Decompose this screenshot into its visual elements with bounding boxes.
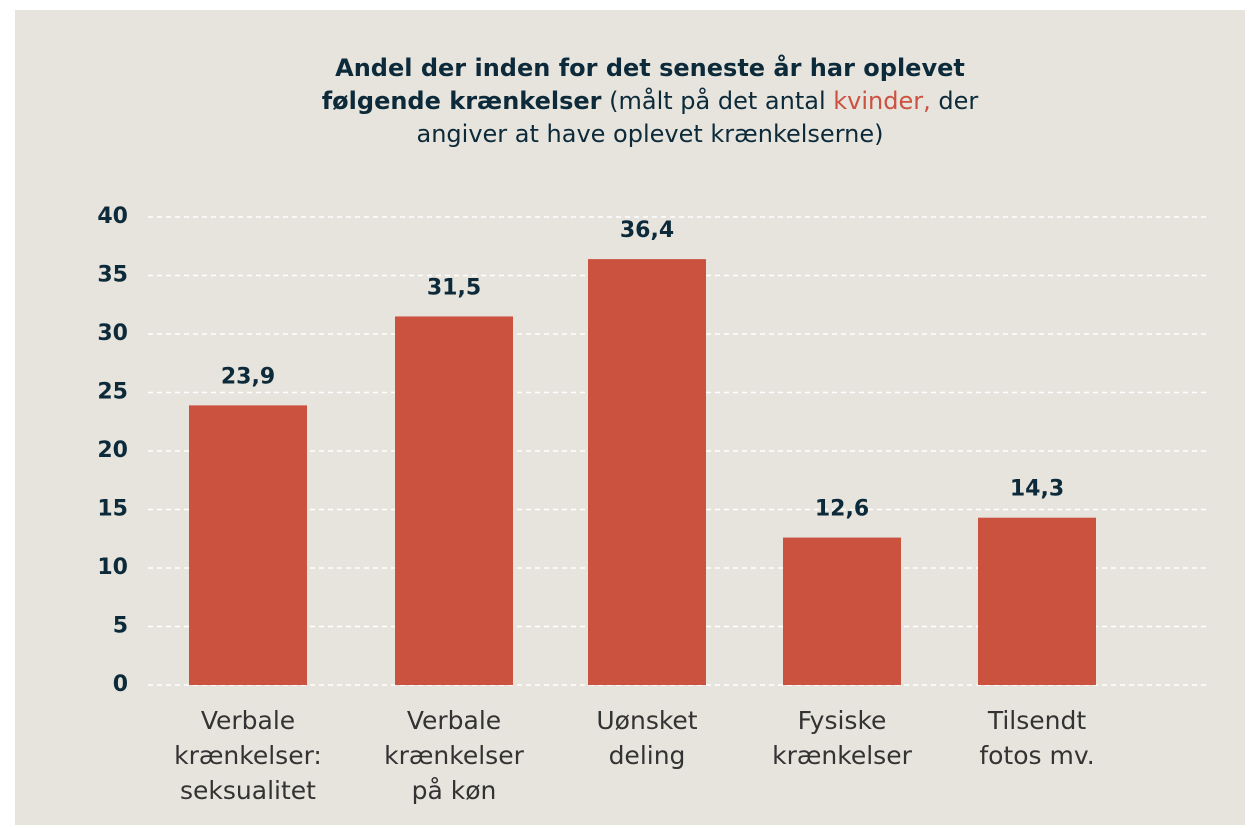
title-part: (målt på det antal	[609, 87, 826, 115]
title-part: Andel der inden for det seneste år har o…	[335, 54, 965, 82]
y-tick-label: 30	[97, 321, 128, 346]
x-tick-label: krænkelser	[772, 741, 912, 770]
value-label: 14,3	[1010, 477, 1064, 502]
y-tick-label: 10	[97, 555, 128, 580]
x-tick-label: Verbale	[201, 706, 295, 735]
x-tick-label: krænkelser	[384, 741, 524, 770]
title-part: der	[938, 87, 979, 115]
value-label: 12,6	[815, 497, 869, 522]
value-label: 31,5	[427, 275, 481, 300]
bar	[588, 259, 706, 685]
x-tick-label: seksualitet	[180, 776, 316, 805]
y-tick-label: 0	[113, 672, 128, 697]
bar	[783, 537, 901, 685]
y-tick-label: 40	[97, 204, 128, 229]
y-tick-label: 20	[97, 438, 128, 463]
value-label: 23,9	[221, 364, 275, 389]
x-tick-label: krænkelser:	[174, 741, 322, 770]
x-tick-label: Uønsket	[596, 706, 697, 735]
x-tick-label: på køn	[412, 776, 497, 805]
title-part: kvinder,	[833, 87, 931, 115]
y-tick-label: 15	[97, 497, 128, 522]
x-tick-label: Verbale	[407, 706, 501, 735]
bar	[189, 405, 307, 685]
x-tick-label: Fysiske	[798, 706, 887, 735]
value-label: 36,4	[620, 218, 674, 243]
chart-title: Andel der inden for det seneste år har o…	[150, 52, 1150, 151]
title-part: følgende krænkelser	[321, 87, 602, 115]
x-tick-label: deling	[609, 741, 686, 770]
y-tick-label: 5	[113, 614, 128, 639]
x-tick-label: fotos mv.	[979, 741, 1094, 770]
y-tick-label: 25	[97, 380, 128, 405]
y-tick-label: 35	[97, 263, 128, 288]
x-tick-label: Tilsendt	[987, 706, 1087, 735]
title-part: angiver at have oplevet krænkelserne)	[416, 120, 884, 148]
bar	[978, 517, 1096, 685]
bar	[395, 316, 513, 685]
